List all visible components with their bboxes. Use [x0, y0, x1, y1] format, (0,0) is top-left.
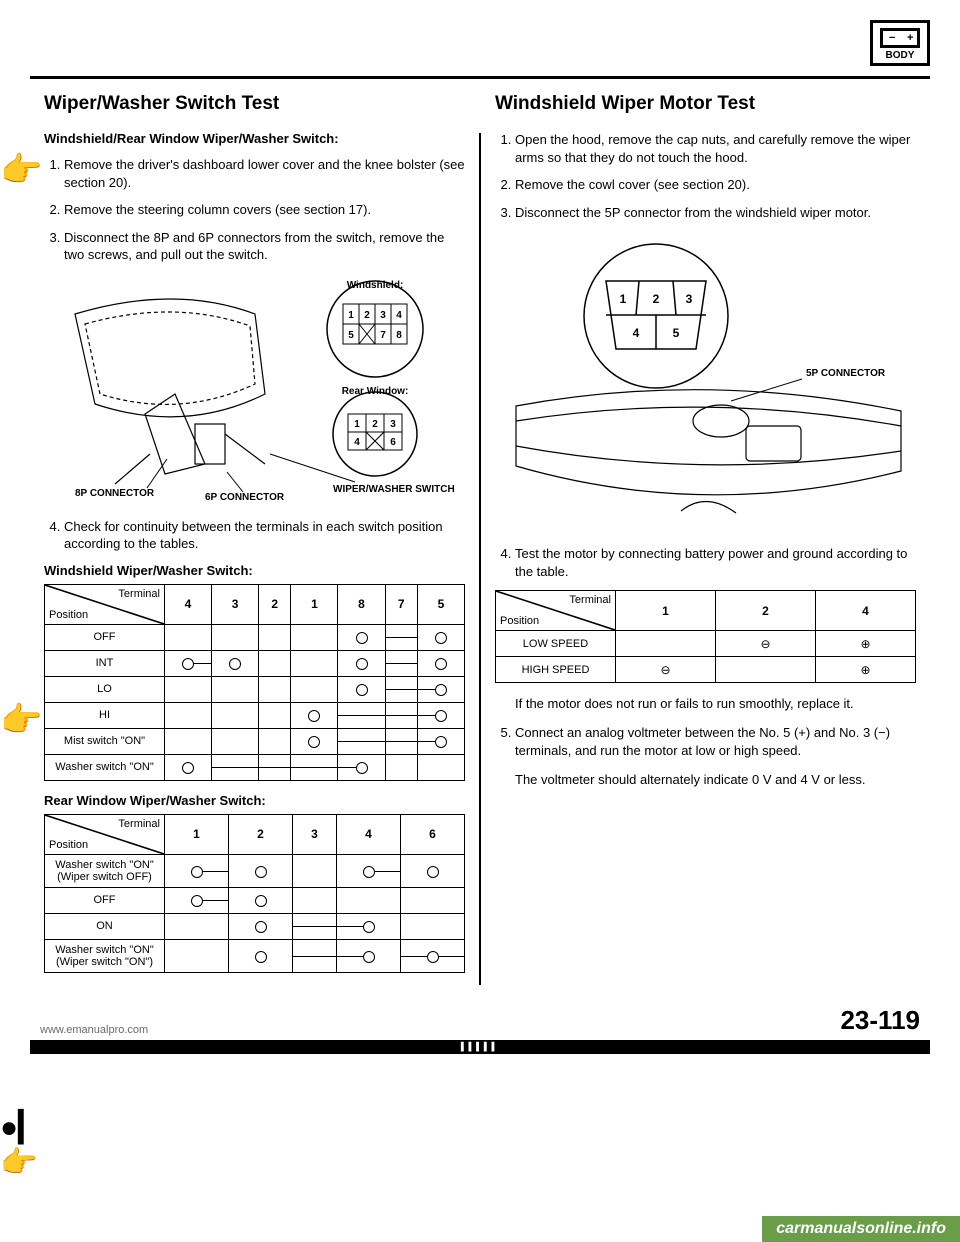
left-steps-1-3: Remove the driver's dashboard lower cove… [44, 156, 465, 264]
svg-text:3: 3 [685, 292, 692, 306]
svg-text:5: 5 [348, 330, 354, 341]
left-step-4-list: Check for continuity between the termina… [44, 518, 465, 553]
motor-test-table: TerminalPosition124LOW SPEED⊖⊕HIGH SPEED… [495, 590, 916, 683]
svg-text:6P CONNECTOR: 6P CONNECTOR [205, 492, 285, 503]
svg-text:2: 2 [372, 419, 378, 430]
svg-text:2: 2 [364, 310, 370, 321]
wiper-switch-figure: Windshield: 1 2 3 4 5 7 8 [55, 274, 455, 504]
svg-text:1: 1 [619, 292, 626, 306]
right-title: Windshield Wiper Motor Test [495, 93, 916, 115]
left-step-2: Remove the steering column covers (see s… [64, 201, 465, 219]
svg-text:5P CONNECTOR: 5P CONNECTOR [806, 368, 886, 379]
windshield-continuity-table: TerminalPosition4321875OFFINTLOHIMist sw… [44, 584, 465, 781]
wiper-motor-figure: 1 2 3 4 5 5P CONNECTOR [506, 231, 906, 531]
svg-text:1: 1 [354, 419, 360, 430]
svg-text:6: 6 [390, 437, 396, 448]
right-step-2: Remove the cowl cover (see section 20). [515, 176, 916, 194]
body-category-icon: − + BODY [870, 20, 930, 66]
svg-text:4: 4 [354, 437, 360, 448]
footer-source-link: www.emanualpro.com [40, 1024, 148, 1036]
svg-text:−: − [889, 32, 895, 44]
rear-window-continuity-table: TerminalPosition12346Washer switch "ON" … [44, 814, 465, 973]
bottom-film-strip: ▌▌▌▌▌ [30, 1040, 930, 1054]
right-note-4: If the motor does not run or fails to ru… [515, 696, 916, 711]
right-step-4: Test the motor by connecting battery pow… [515, 545, 916, 580]
right-step-3: Disconnect the 5P connector from the win… [515, 204, 916, 222]
right-steps-1-3: Open the hood, remove the cap nuts, and … [495, 131, 916, 221]
svg-text:7: 7 [380, 330, 386, 341]
left-step-4: Check for continuity between the termina… [64, 518, 465, 553]
svg-text:8P CONNECTOR: 8P CONNECTOR [75, 488, 155, 499]
right-step-4-list: Test the motor by connecting battery pow… [495, 545, 916, 580]
left-step-1: Remove the driver's dashboard lower cove… [64, 156, 465, 191]
right-step-1: Open the hood, remove the cap nuts, and … [515, 131, 916, 166]
svg-text:3: 3 [380, 310, 386, 321]
margin-thumb-icon-3: ●▎👉 [0, 1110, 28, 1180]
svg-text:+: + [907, 32, 913, 44]
right-step-5: Connect an analog voltmeter between the … [515, 724, 916, 759]
table2-caption: Rear Window Wiper/Washer Switch: [44, 793, 465, 808]
svg-text:4: 4 [632, 326, 639, 340]
body-icon-label: BODY [886, 50, 915, 61]
margin-thumb-icon-1: 👉 [0, 150, 28, 190]
right-note-5: The voltmeter should alternately indicat… [515, 772, 916, 787]
margin-thumb-icon-2: 👉 [0, 700, 28, 740]
svg-text:5: 5 [672, 326, 679, 340]
svg-text:8: 8 [396, 330, 402, 341]
svg-text:2: 2 [652, 292, 659, 306]
svg-text:Rear Window:: Rear Window: [341, 386, 408, 397]
left-title: Wiper/Washer Switch Test [44, 93, 465, 115]
right-step-5-list: Connect an analog voltmeter between the … [495, 724, 916, 759]
svg-text:1: 1 [348, 310, 354, 321]
left-step-3: Disconnect the 8P and 6P connectors from… [64, 229, 465, 264]
svg-text:4: 4 [396, 310, 402, 321]
table1-caption: Windshield Wiper/Washer Switch: [44, 563, 465, 578]
svg-text:3: 3 [390, 419, 396, 430]
header-rule [30, 76, 930, 79]
svg-text:Windshield:: Windshield: [346, 280, 403, 291]
page-number: 23-119 [840, 1005, 920, 1036]
svg-text:WIPER/WASHER SWITCH: WIPER/WASHER SWITCH [333, 484, 455, 495]
left-subhead: Windshield/Rear Window Wiper/Washer Swit… [44, 131, 465, 146]
watermark: carmanualsonline.info [762, 1216, 960, 1242]
